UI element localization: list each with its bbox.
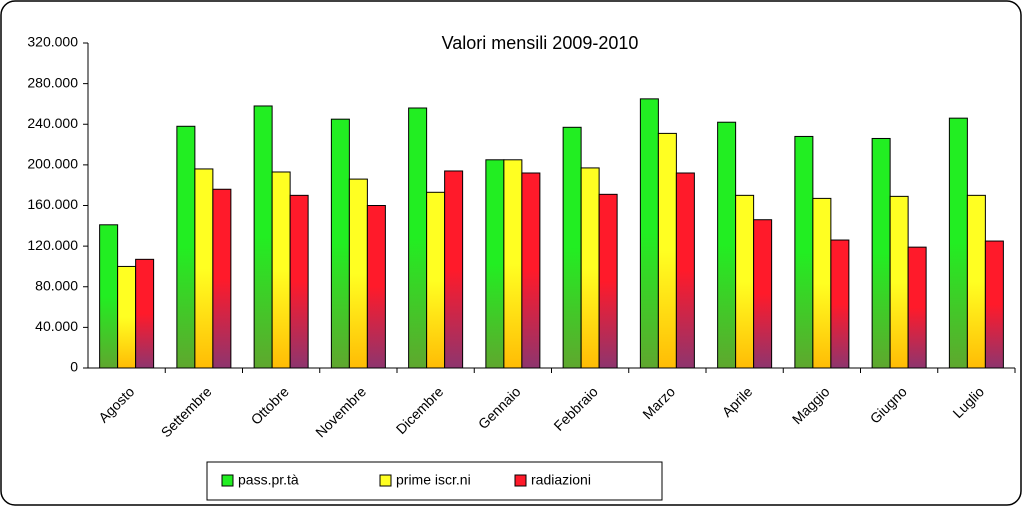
bar <box>717 121 737 369</box>
legend-label: prime iscr.ni <box>396 472 471 488</box>
y-tick-label: 40.000 <box>35 318 78 334</box>
bar <box>330 118 350 369</box>
bar <box>812 197 832 369</box>
bar <box>408 107 428 369</box>
bar <box>521 172 541 369</box>
bar <box>562 126 582 369</box>
bar <box>966 194 986 369</box>
y-tick-label: 120.000 <box>27 237 78 253</box>
bar <box>485 159 505 369</box>
legend-label: pass.pr.tà <box>238 472 299 488</box>
y-tick-label: 200.000 <box>27 156 78 172</box>
bar <box>794 135 814 369</box>
bar <box>253 105 273 369</box>
bar <box>194 168 214 369</box>
legend-swatch <box>514 474 527 487</box>
bar <box>735 194 755 369</box>
bar <box>753 219 773 369</box>
bar <box>598 193 618 369</box>
bar <box>212 188 232 369</box>
y-tick-label: 240.000 <box>27 115 78 131</box>
bar <box>289 194 309 369</box>
legend-box <box>206 461 663 501</box>
bar <box>271 171 291 369</box>
y-tick-label: 80.000 <box>35 277 78 293</box>
bar <box>830 239 850 369</box>
bar <box>871 137 891 369</box>
bar <box>907 246 927 369</box>
bar <box>503 159 523 369</box>
bar <box>135 258 155 369</box>
bar <box>426 191 446 369</box>
bar <box>444 170 464 369</box>
legend-label: radiazioni <box>531 472 591 488</box>
bar <box>99 224 119 369</box>
bar <box>984 240 1004 369</box>
legend-swatch <box>221 474 234 487</box>
bar <box>889 195 909 369</box>
bar <box>176 125 196 369</box>
y-tick-label: 280.000 <box>27 74 78 90</box>
y-tick-label: 160.000 <box>27 196 78 212</box>
chart-title: Valori mensili 2009-2010 <box>442 33 639 53</box>
bar <box>675 172 695 369</box>
bar <box>580 167 600 369</box>
legend-swatch <box>379 474 392 487</box>
bar <box>639 98 659 369</box>
bar <box>948 117 968 369</box>
bar <box>657 132 677 369</box>
y-tick-label: 320.000 <box>27 34 78 50</box>
bar <box>348 178 368 369</box>
y-tick-label: 0 <box>70 359 78 375</box>
bar <box>366 205 386 369</box>
bar <box>117 265 137 369</box>
